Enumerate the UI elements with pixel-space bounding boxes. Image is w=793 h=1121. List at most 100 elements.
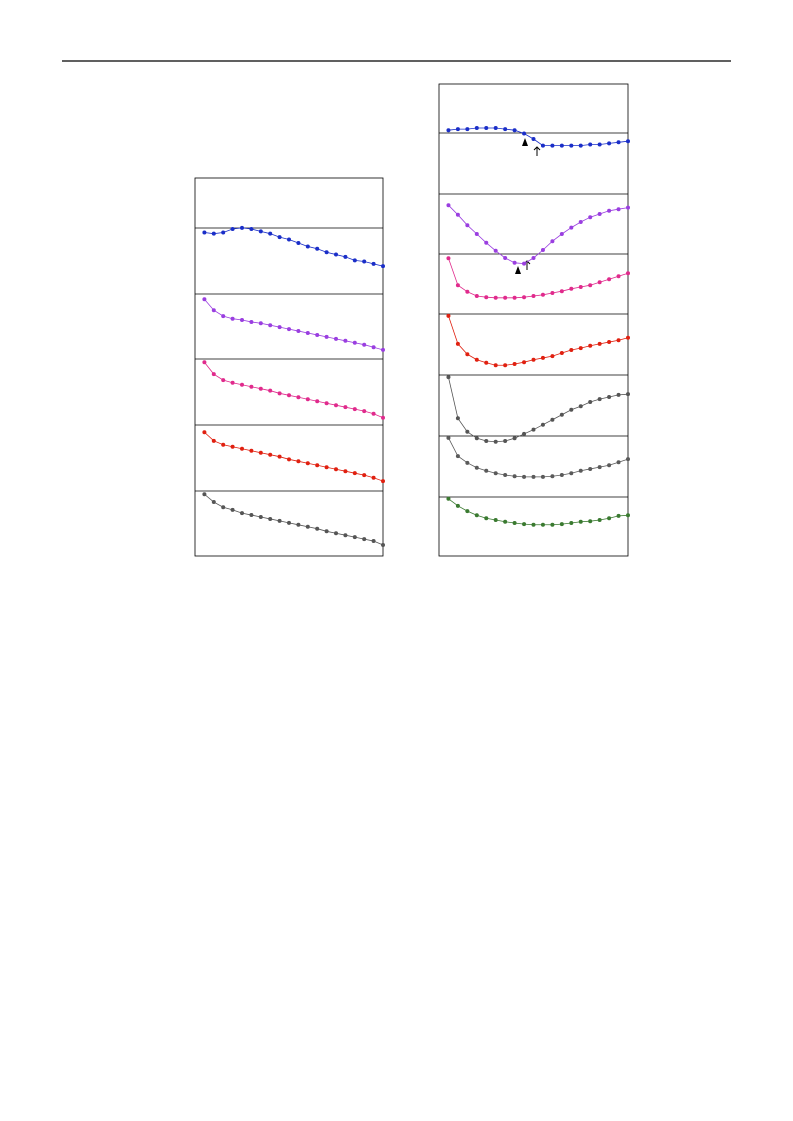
data-point [607,141,612,146]
data-point [455,454,460,459]
data-point [531,294,536,298]
data-point [540,522,545,527]
data-point [512,520,517,525]
data-point [522,131,527,136]
data-point [211,308,216,313]
data-point [540,248,545,252]
data-point [522,474,527,479]
data-point [249,513,254,518]
triangle-marker [515,266,521,274]
data-point [221,378,226,383]
data-point [230,507,235,512]
data-point [559,473,564,478]
data-point [249,227,254,232]
data-point [569,520,574,525]
data-point [446,375,451,380]
data-point [287,520,291,525]
data-point [503,127,508,132]
data-point [287,237,291,242]
data-point [484,295,489,300]
data-point [465,289,470,294]
data-point [578,346,583,351]
data-point [569,471,574,476]
data-point [522,261,527,266]
data-point [334,467,338,472]
data-point [512,474,517,479]
data-point [268,452,273,457]
data-point [569,347,574,352]
data-point [343,533,348,538]
data-point [597,142,602,147]
data-point [315,463,320,468]
data-point [240,318,244,322]
data-point [465,223,470,228]
series-line [448,315,629,366]
right-dividers [439,132,628,498]
data-point [230,380,235,385]
data-point [559,232,564,236]
data-point [616,392,621,397]
data-point [493,295,498,300]
data-point [626,205,630,210]
data-point [578,143,583,148]
data-point [277,454,282,459]
data-point [493,518,498,523]
data-point [522,522,527,527]
data-point [287,457,291,462]
data-point [512,295,517,300]
data-point [324,401,329,406]
data-point [626,271,630,276]
data-point [493,363,498,368]
data-point [531,522,536,527]
data-point [484,126,489,130]
data-point [484,516,489,521]
data-point [211,231,216,236]
data-point [268,388,273,393]
data-point [512,362,517,367]
data-point [493,439,498,444]
data-point [569,286,574,291]
data-point [503,256,508,260]
data-point [324,465,329,470]
data-point [474,232,479,236]
plots [202,126,630,547]
data-point [626,139,630,144]
data-point [531,357,536,362]
series-line [448,127,629,146]
data-point [455,341,460,346]
data-point [362,473,367,478]
data-point [588,283,593,288]
data-point [258,321,263,326]
data-point [588,466,593,471]
data-point [540,474,545,479]
data-point [240,382,244,387]
data-point [588,343,593,348]
data-point [465,509,470,514]
data-point [465,429,470,434]
data-point [531,474,536,479]
data-point [465,352,470,357]
data-point [578,468,583,473]
data-point [230,444,235,449]
data-point [371,539,376,544]
data-point [371,411,376,416]
data-point [324,250,329,255]
data-point [305,331,310,335]
data-point [362,342,367,347]
data-point [446,496,451,501]
data-point [258,386,263,391]
data-point [597,465,602,470]
data-point [277,391,282,396]
data-point [465,127,470,132]
data-point [446,435,451,440]
data-point [550,417,555,422]
data-point [616,513,621,518]
data-point [626,513,630,518]
data-point [607,340,612,345]
data-point [249,448,254,453]
data-point [465,460,470,465]
data-point [202,360,207,365]
data-point [474,294,479,298]
data-point [362,537,367,542]
data-point [258,515,263,519]
